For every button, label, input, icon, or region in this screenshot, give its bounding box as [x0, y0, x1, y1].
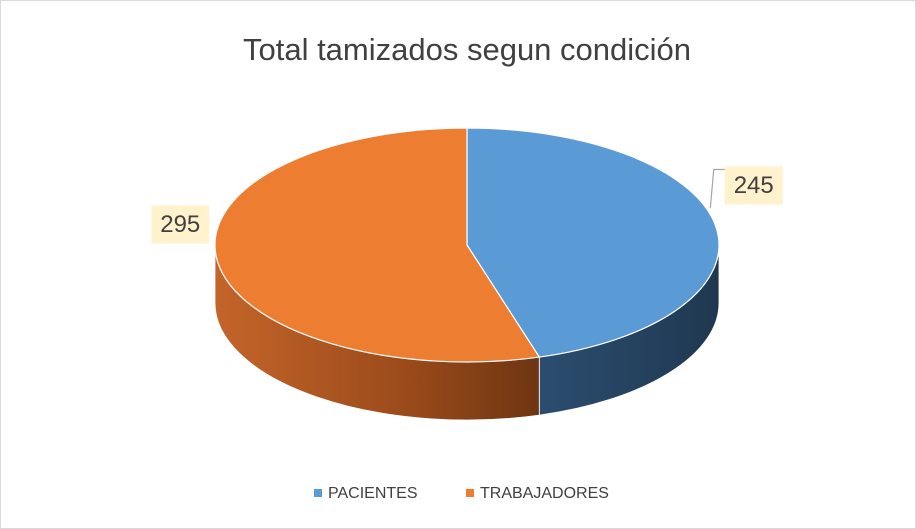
data-label: 295 [160, 211, 200, 238]
legend-swatch [466, 489, 474, 497]
slice [214, 127, 541, 363]
leader-line [709, 168, 727, 209]
data-label-box [724, 166, 783, 205]
data-label-box [151, 205, 210, 244]
chart-title: Total tamizados segun condición [243, 32, 691, 67]
legend-label: PACIENTES [328, 485, 418, 502]
data-label: 245 [734, 172, 774, 199]
legend-label: TRABAJADORES [480, 485, 609, 502]
legend-swatch [314, 489, 322, 497]
slice [466, 127, 720, 358]
